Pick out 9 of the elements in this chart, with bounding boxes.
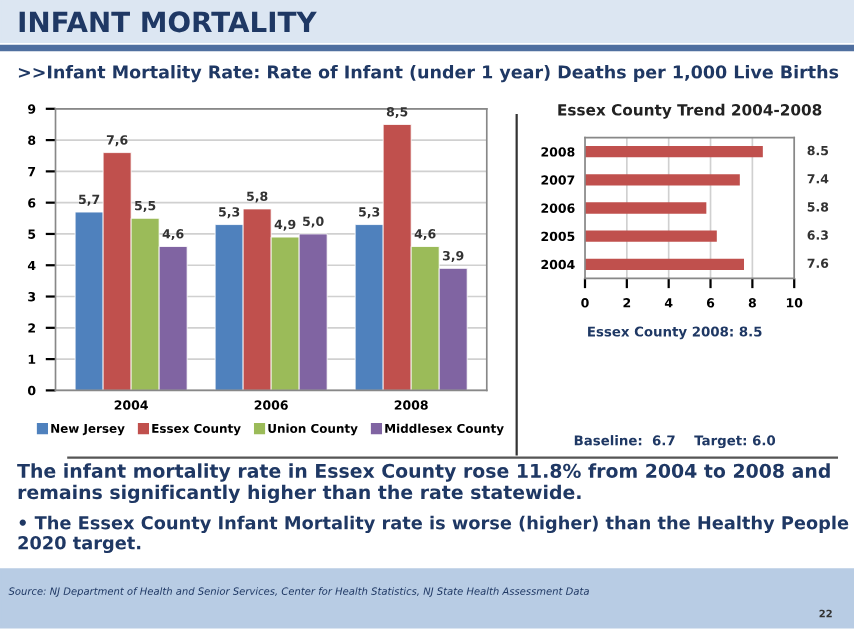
bar — [584, 202, 707, 214]
chart-title: INFANT MORTALITY — [19, 11, 317, 33]
bar — [584, 230, 717, 242]
chart-subtitle: >>Infant Mortality Rate: Rate of Infant (under 1 year) Deaths per 1,000 Live Births — [18, 65, 839, 83]
bar — [584, 174, 740, 186]
text: The infant mortality rate in Essex County rose 11.8% from 2004 to 2008 and remains significantly higher than the rate statewide. — [17, 463, 830, 504]
bar — [584, 258, 744, 270]
text: • The Essex County Infant Mortality rate is worse (higher) than the Healthy People 2020 target. — [18, 515, 849, 554]
bar — [584, 146, 763, 158]
